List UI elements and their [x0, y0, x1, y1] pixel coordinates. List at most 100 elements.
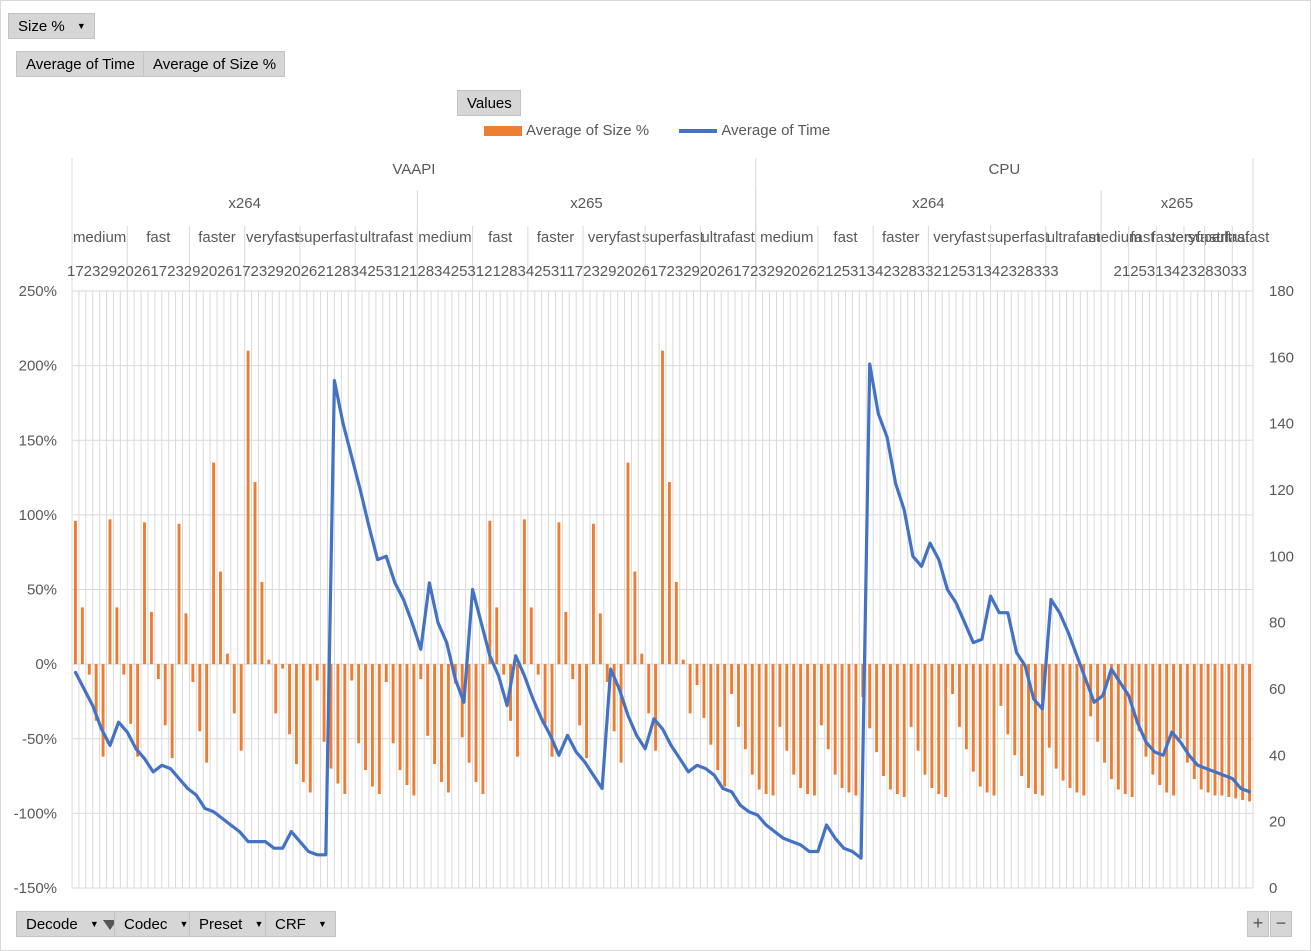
bar-size-percent: [377, 664, 381, 794]
plus-icon: +: [1252, 913, 1264, 933]
bar-size-percent: [219, 571, 222, 665]
bar-size-percent: [536, 664, 540, 675]
x-group-preset-label: superfast: [1188, 229, 1251, 246]
bar-size-percent: [1109, 664, 1113, 780]
x-group-preset-label: superfast: [987, 229, 1050, 246]
y-right-tick-label: 100: [1269, 548, 1294, 565]
bar-size-percent: [446, 664, 450, 793]
x-group-preset-label: superfast: [642, 229, 705, 246]
bar-size-percent: [750, 664, 754, 775]
bar-size-percent: [971, 664, 975, 772]
bar-size-percent: [1103, 664, 1106, 763]
bar-size-percent: [640, 653, 644, 665]
bar-size-percent: [743, 664, 747, 750]
y-right-tick-label: 20: [1269, 814, 1286, 831]
bar-size-percent: [875, 664, 879, 753]
x-group-preset-label: faster: [1151, 229, 1189, 246]
bar-size-percent: [184, 613, 188, 665]
y-left-tick-label: 50%: [27, 582, 57, 599]
bar-size-percent: [488, 520, 492, 665]
y-left-tick-label: 250%: [19, 283, 57, 300]
zoom-out-button[interactable]: −: [1270, 911, 1292, 937]
bar-size-percent: [833, 664, 837, 775]
bar-size-percent: [136, 664, 140, 757]
bar-size-percent: [322, 664, 326, 742]
bar-size-percent: [1179, 664, 1182, 739]
bar-size-percent: [792, 664, 796, 775]
bar-size-percent: [951, 664, 955, 694]
legend-label-size: Average of Size %: [526, 122, 650, 139]
dropdown-arrow-icon: ▼: [179, 919, 189, 929]
bar-size-percent: [295, 664, 298, 765]
bar-size-percent: [370, 664, 374, 787]
bar-size-percent: [723, 664, 727, 787]
bar-size-percent: [840, 664, 844, 789]
bar-size-percent: [1199, 664, 1203, 790]
dropdown-arrow-icon: ▼: [254, 919, 264, 929]
bar-size-percent: [191, 664, 195, 683]
bar-size-percent: [757, 664, 761, 790]
values-field-time-label: Average of Time: [26, 56, 135, 73]
filter-size-label: Size %: [18, 18, 65, 35]
x-group-codec-label: x265: [570, 195, 603, 212]
values-field-size-button[interactable]: Average of Size %: [143, 51, 286, 77]
y-right-tick-label: 140: [1269, 416, 1294, 433]
bar-size-percent: [1137, 664, 1141, 732]
y-left-tick-label: 0%: [35, 656, 57, 673]
bar-size-percent: [467, 664, 471, 763]
axis-field-codec-label: Codec: [124, 916, 168, 933]
bar-size-percent: [778, 664, 782, 727]
bar-size-percent: [419, 664, 423, 680]
axis-field-crf-button[interactable]: CRF ▼: [265, 911, 336, 937]
bar-size-percent: [1047, 664, 1051, 748]
bar-size-percent: [702, 664, 706, 718]
bar-size-percent: [239, 664, 243, 751]
y-left-tick-label: -100%: [14, 805, 57, 822]
axis-field-preset-button[interactable]: Preset ▼: [189, 911, 273, 937]
bar-size-percent: [909, 664, 913, 727]
bar-size-percent: [115, 607, 119, 665]
chart-legend: Average of Size % Average of Time: [484, 122, 830, 139]
y-right-tick-label: 60: [1269, 681, 1286, 698]
bar-size-percent: [1006, 664, 1010, 735]
bar-size-percent: [785, 664, 789, 751]
bar-size-percent: [985, 664, 989, 793]
bar-size-percent: [433, 664, 437, 765]
x-group-codec-label: x265: [1161, 195, 1194, 212]
bar-size-percent: [94, 664, 98, 721]
bar-size-percent: [529, 607, 533, 665]
bar-size-percent: [170, 664, 174, 759]
bar-size-percent: [1248, 664, 1251, 802]
x-group-preset-label: faster: [882, 229, 920, 246]
bar-size-percent: [122, 664, 126, 675]
bar-size-percent: [923, 664, 927, 775]
bar-size-percent: [930, 664, 934, 789]
bar-size-percent: [799, 664, 803, 789]
bar-size-percent: [253, 482, 257, 665]
x-crf-tick-labels: 2125313423283033: [1114, 263, 1247, 280]
bar-size-percent: [667, 482, 671, 665]
axis-field-crf-label: CRF: [275, 916, 306, 933]
bar-size-percent: [598, 613, 602, 665]
bar-size-percent: [882, 664, 885, 777]
bar-size-percent: [688, 664, 692, 714]
filter-size-button[interactable]: Size % ▼: [8, 13, 95, 39]
bar-size-percent: [571, 664, 575, 680]
bar-size-percent: [350, 664, 354, 681]
bar-size-percent: [812, 664, 816, 796]
legend-swatch-bar: [484, 126, 522, 137]
bar-size-percent: [281, 664, 285, 669]
axis-field-codec-button[interactable]: Codec ▼: [114, 911, 198, 937]
x-group-preset-label: fast: [1130, 229, 1155, 246]
zoom-in-button[interactable]: +: [1247, 911, 1269, 937]
values-button[interactable]: Values: [457, 90, 521, 116]
bar-size-percent: [709, 664, 713, 745]
bar-size-percent: [74, 520, 77, 665]
bar-size-percent: [301, 664, 305, 783]
bar-size-percent: [1096, 664, 1100, 742]
bar-size-percent: [1227, 664, 1231, 797]
bar-size-percent: [1123, 664, 1127, 794]
x-group-preset-label: veryfast: [588, 229, 641, 246]
bar-size-percent: [819, 664, 823, 726]
axis-field-decode-button[interactable]: Decode ▼: [16, 911, 126, 937]
